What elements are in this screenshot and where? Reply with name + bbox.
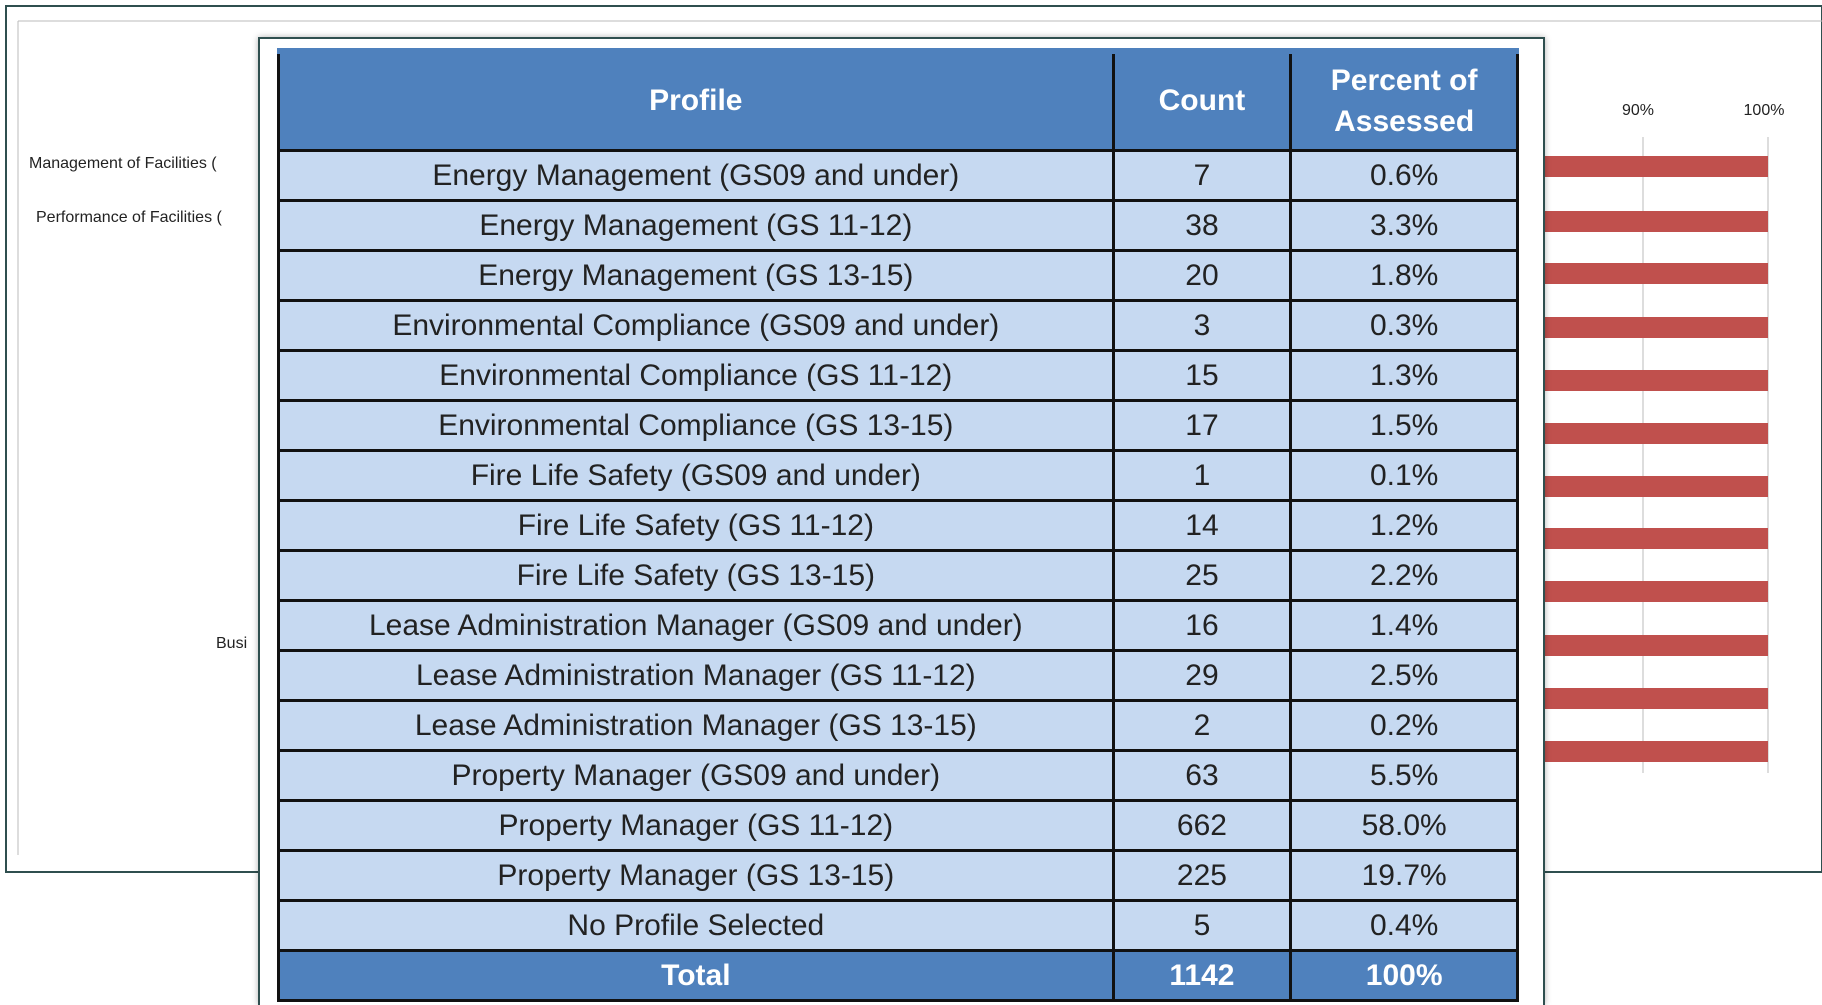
- table-cell: 7: [1111, 149, 1293, 202]
- table-row: Environmental Compliance (GS 11-12) 15 1.3…: [277, 349, 1519, 402]
- table-cell: Fire Life Safety (GS09 and under): [277, 449, 1115, 502]
- table-cell: 1.5%: [1289, 399, 1519, 452]
- table-cell: Lease Administration Manager (GS09 and u…: [277, 599, 1115, 652]
- table-cell: Energy Management (GS 11-12): [277, 199, 1115, 252]
- table-cell: 662: [1111, 799, 1293, 852]
- bar: [1540, 581, 1768, 602]
- table-row: Energy Management (GS09 and under) 7 0.6%: [277, 149, 1519, 202]
- table-cell: 1: [1111, 449, 1293, 502]
- total-cell: Total: [277, 949, 1115, 1002]
- table-cell: 0.2%: [1289, 699, 1519, 752]
- tick-label: 100%: [1744, 102, 1785, 119]
- table-cell: 14: [1111, 499, 1293, 552]
- table-cell: 15: [1111, 349, 1293, 402]
- header-cell: Count: [1111, 49, 1293, 152]
- table-row: Fire Life Safety (GS 11-12) 14 1.2%: [277, 499, 1519, 552]
- table-cell: Energy Management (GS09 and under): [277, 149, 1115, 202]
- table-row: Property Manager (GS 11-12) 662 58.0%: [277, 799, 1519, 852]
- bar: [1540, 635, 1768, 656]
- table-row: Energy Management (GS 11-12) 38 3.3%: [277, 199, 1519, 252]
- bar: [1540, 370, 1768, 391]
- bar: [1540, 423, 1768, 444]
- tick-label: 90%: [1622, 102, 1654, 119]
- table-cell: 3.3%: [1289, 199, 1519, 252]
- table-row: Lease Administration Manager (GS 13-15) 2…: [277, 699, 1519, 752]
- table-cell: No Profile Selected: [277, 899, 1115, 952]
- table-cell: 38: [1111, 199, 1293, 252]
- bar: [1540, 528, 1768, 549]
- table-row: Fire Life Safety (GS 13-15) 25 2.2%: [277, 549, 1519, 602]
- table-cell: 0.1%: [1289, 449, 1519, 502]
- table-cell: 1.4%: [1289, 599, 1519, 652]
- profile-table: Profile Count Percent of Assessed Energy M…: [277, 48, 1519, 1002]
- table-cell: Property Manager (GS 11-12): [277, 799, 1115, 852]
- table-row: Energy Management (GS 13-15) 20 1.8%: [277, 249, 1519, 302]
- bar: [1540, 211, 1768, 232]
- table-cell: 2: [1111, 699, 1293, 752]
- bar: [1540, 741, 1768, 762]
- table-row: Lease Administration Manager (GS 11-12) 2…: [277, 649, 1519, 702]
- table-cell: 5.5%: [1289, 749, 1519, 802]
- bar: [1540, 317, 1768, 338]
- table-row: Environmental Compliance (GS 13-15) 17 1.5…: [277, 399, 1519, 452]
- table-cell: 2.2%: [1289, 549, 1519, 602]
- table-row: Environmental Compliance (GS09 and under…: [277, 299, 1519, 352]
- table-cell: 17: [1111, 399, 1293, 452]
- table-cell: 25: [1111, 549, 1293, 602]
- table-cell: Fire Life Safety (GS 13-15): [277, 549, 1115, 602]
- bar: [1540, 156, 1768, 177]
- table-row: Lease Administration Manager (GS09 and u…: [277, 599, 1519, 652]
- table-cell: 3: [1111, 299, 1293, 352]
- table-cell: 1.8%: [1289, 249, 1519, 302]
- bars: [1540, 156, 1768, 762]
- table-cell: Energy Management (GS 13-15): [277, 249, 1115, 302]
- total-cell: 100%: [1289, 949, 1519, 1002]
- table-cell: 1.2%: [1289, 499, 1519, 552]
- table-cell: 20: [1111, 249, 1293, 302]
- table-cell: 0.4%: [1289, 899, 1519, 952]
- header-row: Profile Count Percent of Assessed: [277, 49, 1519, 152]
- table-cell: Property Manager (GS09 and under): [277, 749, 1115, 802]
- table-row: Property Manager (GS09 and under) 63 5.5%: [277, 749, 1519, 802]
- table-cell: Environmental Compliance (GS09 and under…: [277, 299, 1115, 352]
- table-cell: 0.6%: [1289, 149, 1519, 202]
- axis-label: Management of Facilities (: [29, 155, 217, 172]
- table-cell: 1.3%: [1289, 349, 1519, 402]
- table-cell: Property Manager (GS 13-15): [277, 849, 1115, 902]
- table-cell: 58.0%: [1289, 799, 1519, 852]
- total-row: Total 1142 100%: [277, 949, 1519, 1002]
- bar: [1540, 688, 1768, 709]
- header-cell: Percent of Assessed: [1289, 49, 1519, 152]
- axis-label: Performance of Facilities (: [36, 209, 223, 226]
- table-cell: 5: [1111, 899, 1293, 952]
- table-cell: 2.5%: [1289, 649, 1519, 702]
- bar: [1540, 476, 1768, 497]
- table-row: Property Manager (GS 13-15) 225 19.7%: [277, 849, 1519, 902]
- table-cell: Lease Administration Manager (GS 11-12): [277, 649, 1115, 702]
- table-cell: 63: [1111, 749, 1293, 802]
- table-cell: Fire Life Safety (GS 11-12): [277, 499, 1115, 552]
- table-cell: Environmental Compliance (GS 11-12): [277, 349, 1115, 402]
- table-cell: 16: [1111, 599, 1293, 652]
- bar: [1540, 263, 1768, 284]
- axis-label: Busi: [216, 635, 247, 652]
- table-row: No Profile Selected 5 0.4%: [277, 899, 1519, 952]
- total-cell: 1142: [1111, 949, 1293, 1002]
- table-cell: 29: [1111, 649, 1293, 702]
- table-cell: 225: [1111, 849, 1293, 902]
- table-cell: 19.7%: [1289, 849, 1519, 902]
- table-cell: 0.3%: [1289, 299, 1519, 352]
- table-row: Fire Life Safety (GS09 and under) 1 0.1%: [277, 449, 1519, 502]
- header-cell: Profile: [277, 49, 1115, 152]
- table-card: Profile Count Percent of Assessed Energy M…: [258, 37, 1545, 1005]
- table-cell: Lease Administration Manager (GS 13-15): [277, 699, 1115, 752]
- table-cell: Environmental Compliance (GS 13-15): [277, 399, 1115, 452]
